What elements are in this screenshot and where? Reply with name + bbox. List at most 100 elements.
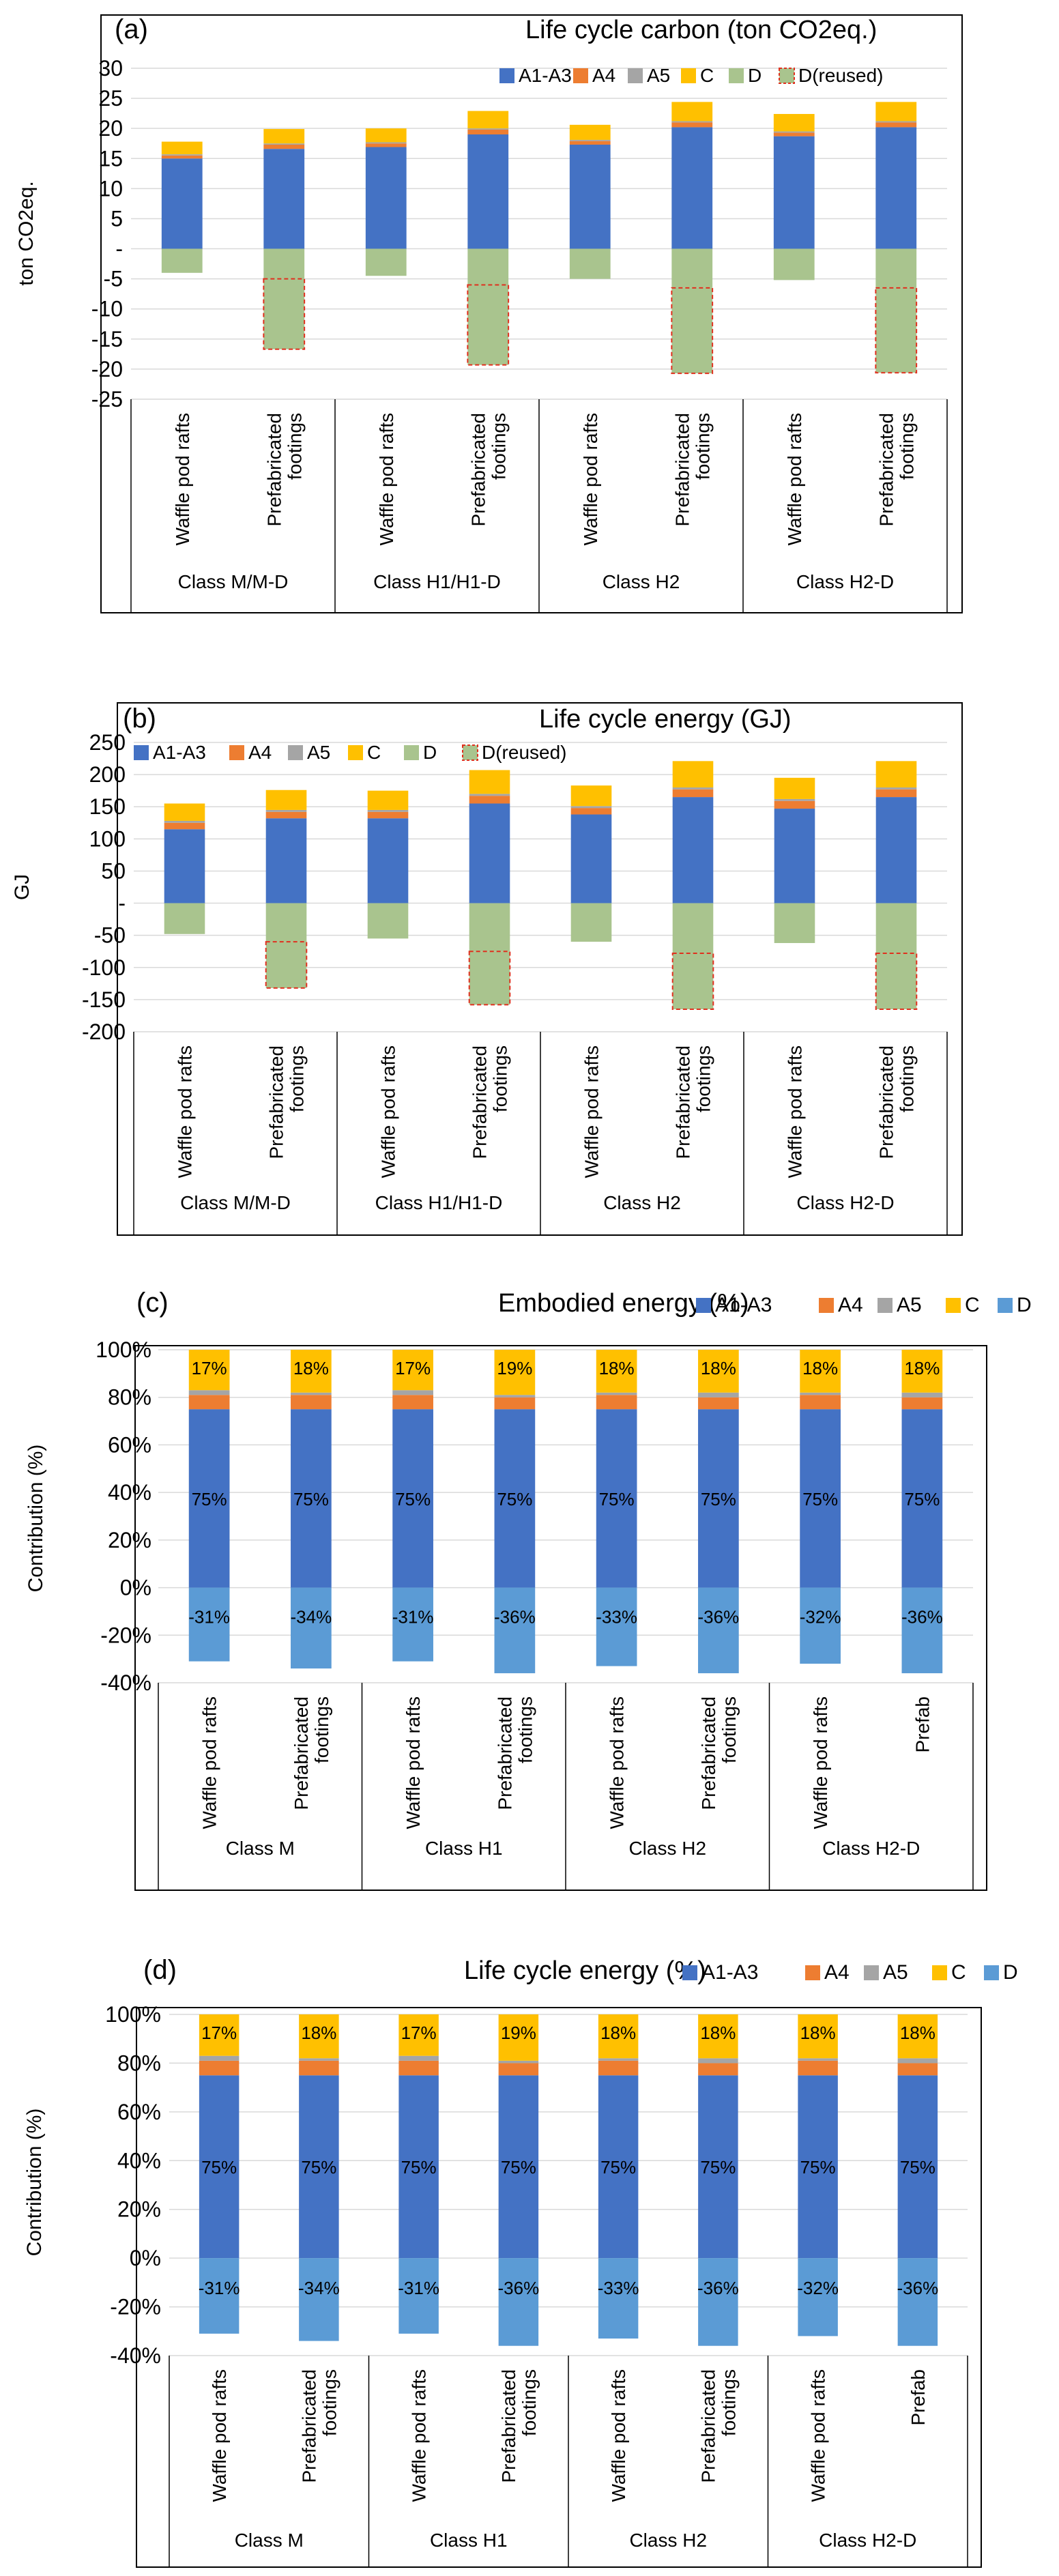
y-tick-label: 40% [117,2148,161,2173]
data-label-c: 18% [600,2023,636,2043]
y-tick-label: 15 [98,146,123,171]
y-axis-label: Contribution (%) [25,1445,47,1593]
bar-segment-d [398,2258,439,2334]
bar-segment-c [773,114,815,132]
data-label-a1a3: 75% [904,1489,940,1509]
y-tick-label: 30 [98,56,123,81]
legend-swatch [946,1298,961,1313]
chart-legend: A1-A3 A4 A5 C D [682,1961,1018,1984]
bar-segment-d [901,1587,943,1674]
chart-title: Life cycle carbon (ton CO2eq.) [525,16,877,44]
bar-segment-d [875,248,917,288]
bar-segment-c [798,2014,838,2059]
bar-segment-d [392,1587,433,1662]
panel-label: (d) [143,1955,177,1985]
bar-segment-a5 [569,139,611,141]
bar-segment-a1a3 [365,147,407,249]
x-category-label: Prefabricated [263,413,285,527]
bar-segment-a4 [570,808,612,815]
legend-label: C [367,742,381,763]
y-tick-label: 100 [89,826,126,851]
bar-segment-a1a3 [291,1409,332,1588]
x-category-label: footings [692,413,713,480]
bar-segment-d [494,1587,536,1674]
chart-legend: A1-A3 A4 A5 C D [696,1294,1032,1316]
bar-segment-d [773,248,815,280]
bar-segment-a5 [498,2060,539,2064]
bar-segment-a4 [897,2063,938,2076]
bar-stack-1: 17% 75% -31% [188,1350,230,1662]
data-label-c: 18% [599,1358,635,1378]
data-label-d: -33% [598,2278,639,2298]
x-category-label: Prefabricated [498,2369,519,2483]
bar-segment-c [299,2014,339,2059]
x-category-label: Waffle pod rafts [784,413,805,546]
data-label-c: 17% [201,2023,237,2043]
y-tick-label: 0% [130,2246,161,2270]
bar-stack-5 [570,785,612,942]
data-label-c: 18% [800,2023,836,2043]
x-category-label: footings [896,413,917,480]
chart-panel-4: (d) Life cycle energy (%) 100% 80% 60% 40% 20%… [23,1955,1018,2568]
bar-segment-a5 [291,1392,332,1395]
bar-segment-a4 [392,1395,433,1410]
x-group-label: Class H2-D [819,2530,916,2551]
bar-segment-c [569,124,611,140]
data-label-c: 18% [802,1358,838,1378]
bar-segment-d [875,903,917,954]
legend-label: A1-A3 [701,1961,758,1984]
bar-segment-a4 [672,789,714,798]
data-label-d: -31% [398,2278,439,2298]
y-tick-label: 150 [89,794,126,819]
bar-segment-a1a3 [299,2075,339,2259]
x-category-label: footings [718,2369,739,2436]
bar-segment-a1a3 [392,1409,433,1588]
x-category-label: footings [311,1696,332,1763]
data-label-a1a3: 75% [293,1489,329,1509]
y-tick-label: 60% [108,1432,151,1457]
bar-segment-a1a3 [875,797,917,903]
bar-stack-3: 17% 75% -31% [398,2014,439,2334]
x-category-label: Waffle pod rafts [209,2369,230,2502]
legend-swatch [984,1965,999,1980]
bar-segment-c [494,1350,536,1395]
bar-segment-a5 [199,2055,240,2061]
data-label-c: 18% [293,1358,329,1378]
x-category-label: Waffle pod rafts [581,1045,603,1178]
bar-segment-d [774,903,815,943]
bar-segment-d [299,2258,339,2341]
bar-segment-a4 [467,129,509,134]
bar-segment-d [672,903,714,954]
data-label-d: -34% [291,1606,332,1627]
bar-segment-a1a3 [800,1409,841,1588]
bar-segment-a5 [598,2058,639,2061]
bar-segment-a4 [299,2060,339,2076]
bar-segment-a1a3 [798,2075,838,2259]
chart-legend: A1-A3 A4 A5 C D D(reused) [134,742,566,763]
data-label-c: 18% [700,2023,736,2043]
bar-stack-8: 18% 75% -36% [897,2014,938,2346]
y-tick-label: 80% [117,2051,161,2075]
bar-segment-a4 [800,1395,841,1410]
data-label-d: -33% [596,1606,637,1627]
chart-panel-2: (b) Life cycle energy (GJ) 250 200 150 100 50 -… [11,702,963,1236]
bar-segment-d [161,248,203,273]
bar-segment-a5 [367,809,409,812]
bar-segment-d-reused [671,287,714,375]
chart-title: Life cycle energy (%) [464,1956,706,1985]
legend-label: D [748,65,761,86]
bar-segment-d [199,2258,240,2334]
chart-frame [117,702,963,1236]
bar-segment-d [367,903,409,939]
bar-stack-7: 18% 75% -32% [797,2014,839,2336]
legend-swatch [998,1298,1013,1313]
bar-segment-a1a3 [596,1409,637,1588]
legend-swatch [729,68,744,83]
x-category-label: Waffle pod rafts [175,1045,196,1178]
bar-segment-a5 [188,1390,230,1395]
bar-segment-a1a3 [164,829,205,903]
bar-segment-a1a3 [672,797,714,903]
data-label-c: 18% [301,2023,336,2043]
bar-segment-d [365,248,407,276]
bar-stack-5 [569,124,611,279]
